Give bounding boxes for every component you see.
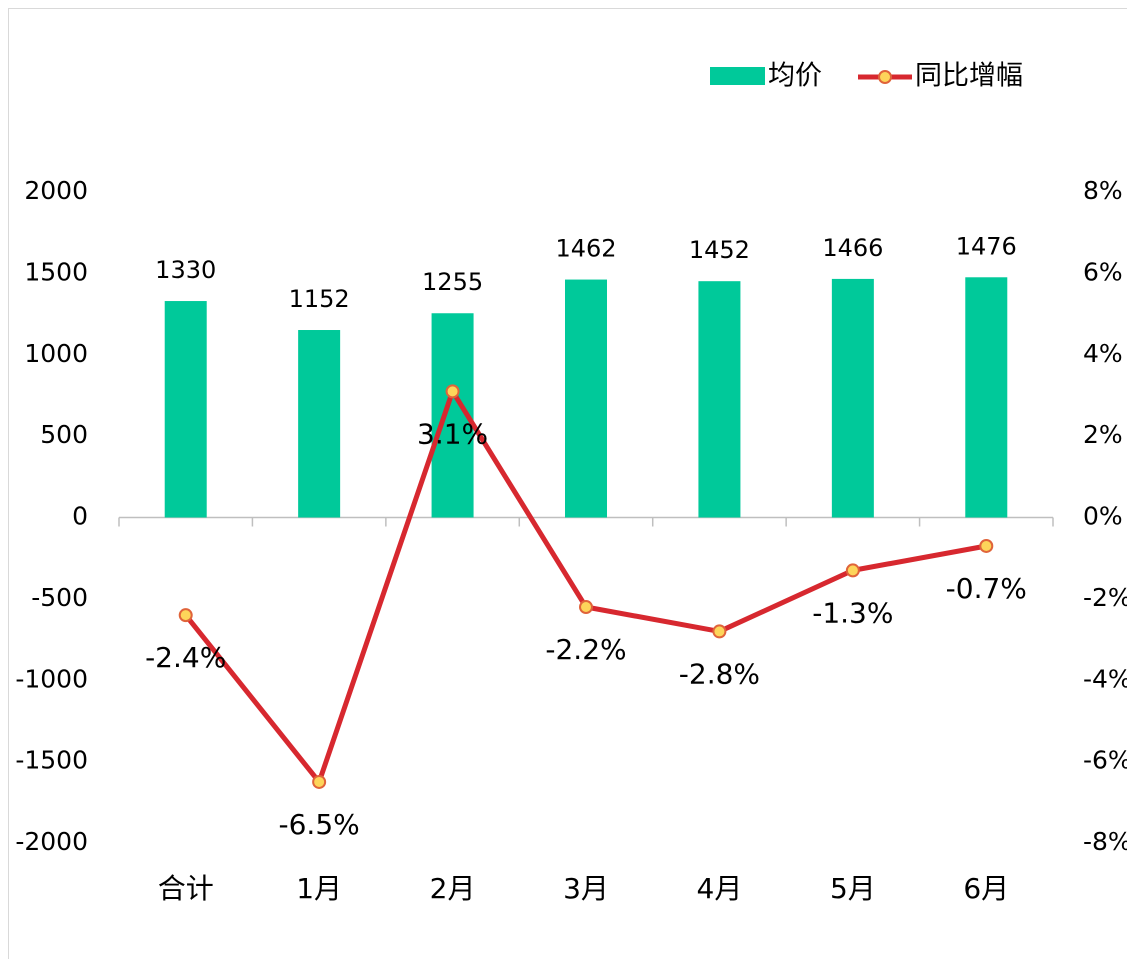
y2-tick-label: -6% — [1083, 746, 1127, 775]
y-tick-label: 1500 — [24, 257, 88, 286]
legend-swatch — [710, 67, 765, 85]
bar-value-label: 1152 — [289, 285, 350, 313]
line-marker — [178, 608, 193, 623]
legend-label: 同比增幅 — [915, 61, 1023, 92]
x-tick-label: 3月 — [563, 872, 609, 905]
y-tick-label: 500 — [40, 420, 88, 449]
line-value-label: -2.4% — [145, 641, 226, 674]
y2-tick-label: 0% — [1083, 502, 1123, 531]
bar-value-label: 1255 — [422, 268, 483, 296]
x-tick-label: 4月 — [697, 872, 743, 905]
x-tick-label: 合计 — [158, 872, 214, 905]
bar — [698, 281, 741, 518]
bar — [965, 277, 1008, 518]
y2-tick-label: 8% — [1083, 176, 1123, 205]
line-value-label: -0.7% — [946, 572, 1027, 605]
line-value-label: -6.5% — [279, 808, 360, 841]
bar — [298, 330, 341, 518]
y-tick-label: 0 — [72, 502, 88, 531]
line-value-label: -2.8% — [679, 657, 760, 690]
legend-label: 均价 — [768, 61, 822, 92]
x-tick-label: 5月 — [830, 872, 876, 905]
bar-value-label: 1466 — [822, 234, 883, 262]
line-marker — [445, 384, 460, 399]
bar-value-label: 1452 — [689, 236, 750, 264]
line-marker — [979, 538, 994, 553]
line-marker — [579, 600, 593, 615]
y-tick-label: 2000 — [24, 176, 88, 205]
y2-tick-label: -2% — [1083, 583, 1127, 612]
bar — [831, 278, 874, 518]
line-marker — [712, 624, 727, 639]
bar-value-label: 1330 — [155, 256, 216, 284]
line-value-label: -2.2% — [545, 633, 626, 666]
x-tick-label: 1月 — [296, 872, 342, 905]
line-value-label: 3.1% — [417, 417, 488, 450]
bar — [164, 301, 207, 518]
x-tick-label: 6月 — [963, 872, 1009, 905]
y2-tick-label: 2% — [1083, 420, 1123, 449]
line-marker — [845, 563, 860, 578]
bar — [565, 279, 607, 518]
y-tick-label: -2000 — [15, 827, 88, 856]
line-marker — [312, 774, 327, 789]
y-tick-label: -500 — [31, 583, 88, 612]
bar-value-label: 1462 — [555, 235, 616, 263]
y-tick-label: -1000 — [15, 664, 88, 693]
y2-tick-label: -4% — [1083, 664, 1127, 693]
line-value-label: -1.3% — [812, 596, 893, 629]
legend-marker — [878, 70, 892, 84]
y2-tick-label: 6% — [1083, 257, 1123, 286]
y-tick-label: 1000 — [24, 339, 88, 368]
chart-border — [8, 8, 1127, 959]
y-tick-label: -1500 — [15, 746, 88, 775]
bar-value-label: 1476 — [956, 232, 1017, 260]
x-tick-label: 2月 — [430, 872, 476, 905]
y2-tick-label: 4% — [1083, 339, 1123, 368]
y2-tick-label: -8% — [1083, 827, 1127, 856]
